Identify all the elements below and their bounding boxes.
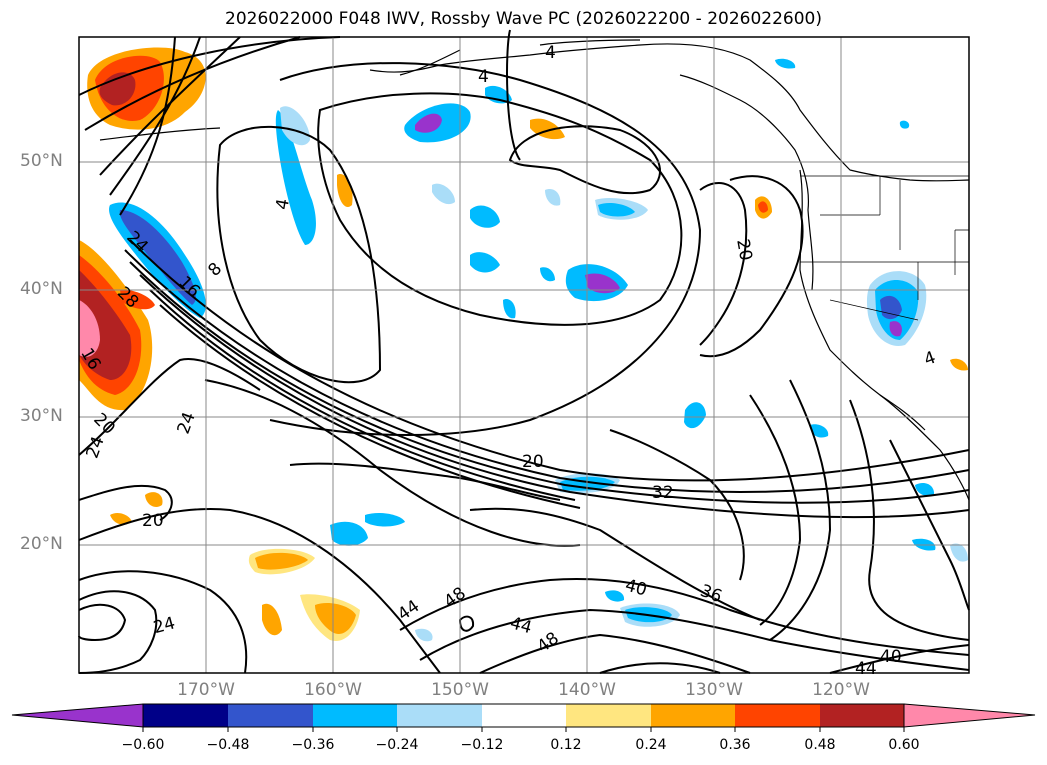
colorbar-tick-label: −0.36	[291, 737, 335, 753]
lon-label-130w: 130°W	[685, 680, 743, 700]
contour-label: 4	[272, 197, 294, 211]
lon-label-170w: 170°W	[177, 680, 235, 700]
contour-label: 4	[478, 67, 489, 87]
anomaly-shading	[79, 47, 968, 642]
colorbar-tick-label: −0.24	[375, 737, 419, 753]
borders	[800, 175, 969, 321]
lon-label-160w: 160°W	[304, 680, 362, 700]
contour-label: 32	[652, 483, 674, 503]
iwv-contours	[78, 29, 970, 674]
colorbar-tick-label: 0.60	[888, 737, 920, 753]
lat-label-40n: 40°N	[20, 279, 63, 299]
colorbar-tick-label: −0.12	[460, 737, 504, 753]
colorbar-tick-label: 0.36	[719, 737, 751, 753]
colorbar-tick-label: −0.60	[121, 737, 165, 753]
lon-label-140w: 140°W	[558, 680, 616, 700]
contour-label: 4	[545, 43, 556, 63]
contour-label: 20	[732, 237, 755, 262]
contour-label: 44	[855, 659, 877, 679]
colorbar-tick-label: 0.48	[804, 737, 836, 753]
lat-label-20n: 20°N	[20, 534, 63, 554]
contour-label: 40	[880, 647, 902, 667]
gridlines	[79, 37, 969, 673]
lon-label-150w: 150°W	[431, 680, 489, 700]
colorbar	[11, 703, 1036, 732]
lat-label-30n: 30°N	[20, 406, 63, 426]
colorbar-tick-label: 0.24	[635, 737, 667, 753]
contour-label: 20	[142, 511, 164, 531]
lat-label-50n: 50°N	[20, 151, 63, 171]
map-title: 2026022000 F048 IWV, Rossby Wave PC (202…	[225, 9, 822, 29]
colorbar-tick-label: −0.48	[206, 737, 250, 753]
plot-frame	[78, 36, 970, 674]
contour-label: 20	[522, 452, 544, 472]
lon-label-120w: 120°W	[812, 680, 870, 700]
colorbar-tick-label: 0.12	[550, 737, 582, 753]
